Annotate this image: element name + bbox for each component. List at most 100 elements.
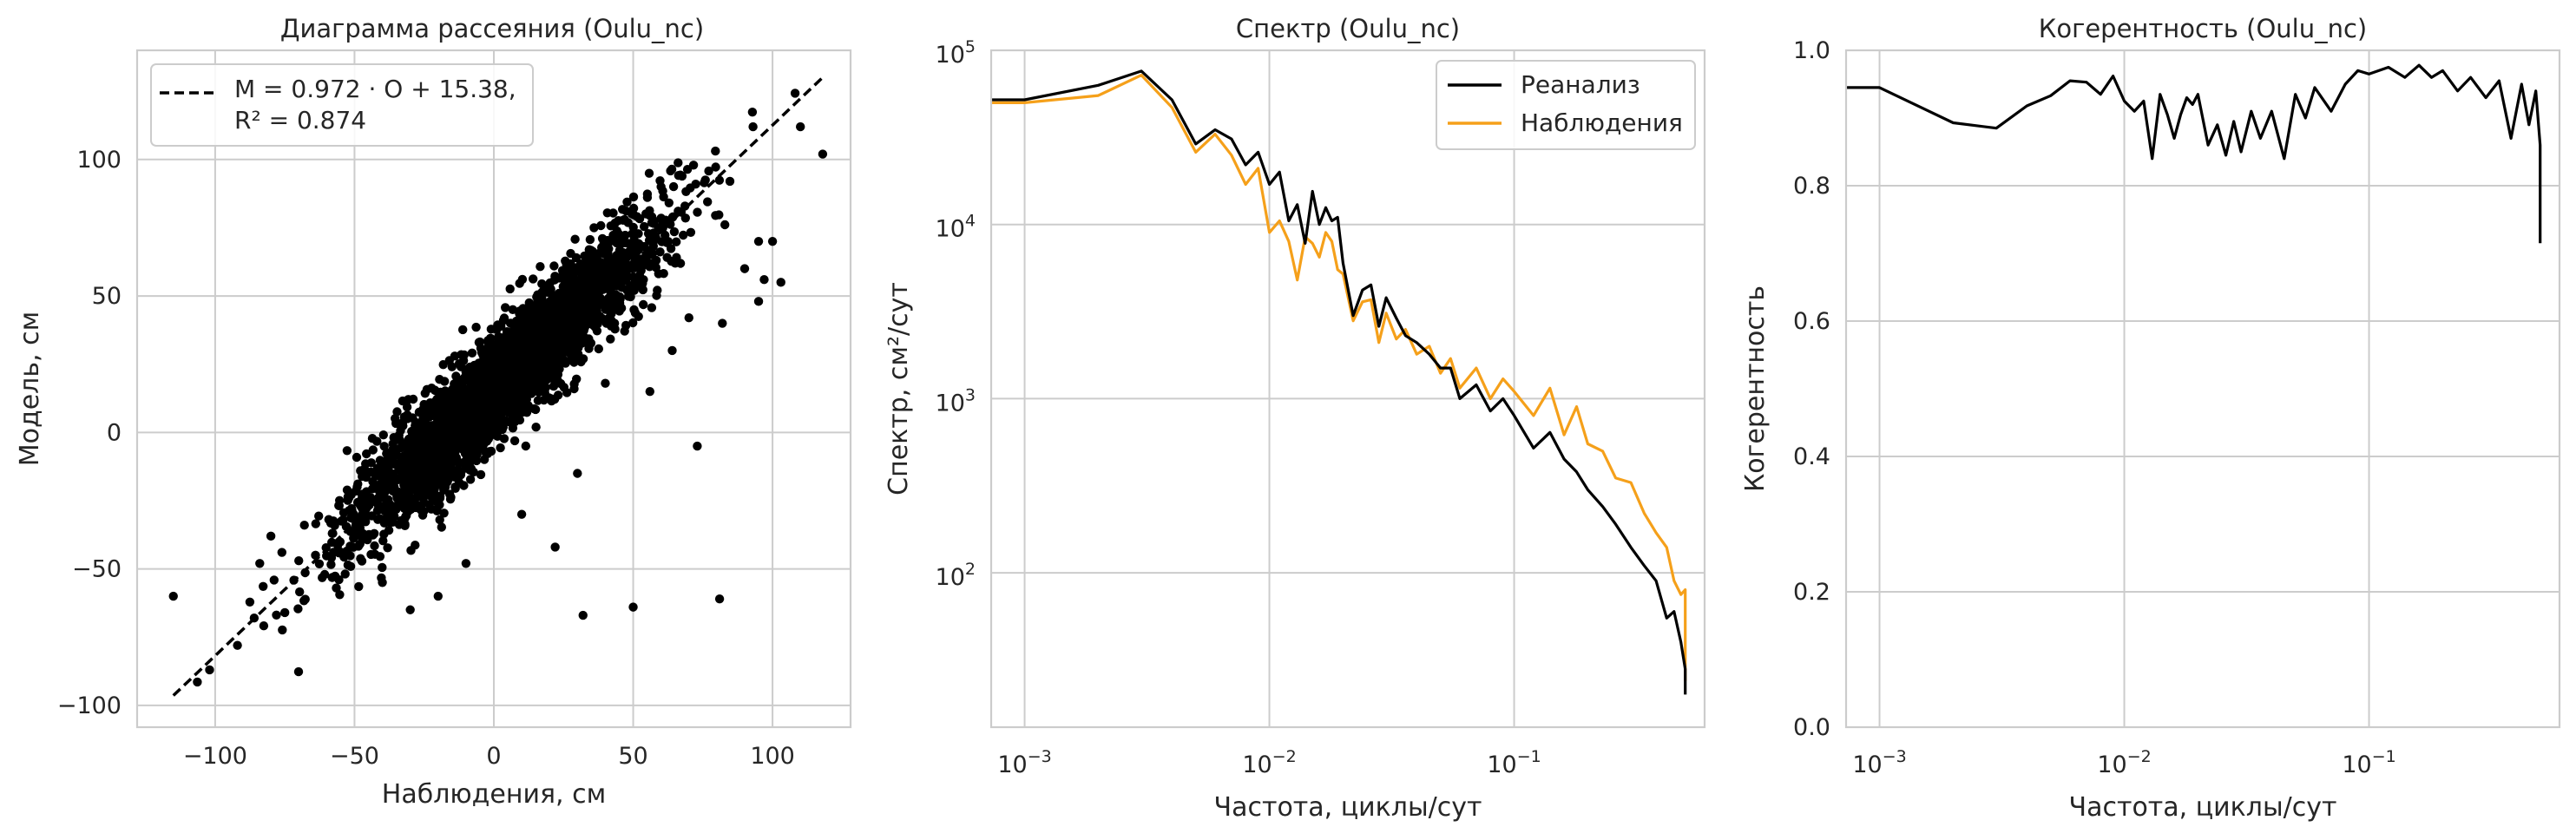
scatter-point — [630, 308, 641, 318]
scatter-point — [578, 610, 588, 620]
scatter-point — [516, 509, 527, 519]
scatter-point — [536, 327, 546, 337]
scatter-point — [465, 387, 475, 397]
scatter-point — [515, 384, 525, 394]
scatter-point — [295, 587, 305, 597]
scatter-point — [714, 175, 725, 185]
scatter-point — [541, 287, 550, 297]
scatter-point — [666, 244, 676, 253]
scatter-point — [596, 220, 606, 231]
legend-observations: Наблюдения — [1521, 108, 1683, 137]
scatter-point — [406, 546, 416, 555]
scatter-point — [550, 542, 560, 552]
scatter-point — [628, 192, 639, 202]
scatter-x-ticks: −100 −50 0 50 100 — [183, 743, 795, 770]
scatter-point — [255, 559, 265, 568]
scatter-point — [546, 364, 555, 374]
scatter-point — [630, 228, 640, 238]
scatter-point — [714, 594, 725, 604]
scatter-y-tick-label: 0 — [107, 419, 122, 446]
scatter-y-tick-label: 50 — [92, 283, 122, 310]
scatter-point — [638, 285, 647, 295]
scatter-point — [604, 238, 614, 247]
scatter-point — [588, 246, 597, 256]
scatter-point — [403, 414, 412, 423]
coherence-x-tick-label: 10−2 — [2097, 747, 2151, 778]
scatter-point — [400, 464, 411, 475]
scatter-point — [405, 605, 415, 614]
scatter-point — [624, 284, 634, 294]
coherence-y-label: Когерентность — [1740, 285, 1771, 492]
legend-r-squared: R² = 0.874 — [234, 106, 366, 135]
scatter-point — [367, 434, 378, 443]
scatter-point — [352, 497, 363, 508]
scatter-point — [398, 488, 407, 497]
scatter-point — [639, 299, 648, 310]
scatter-point — [266, 531, 276, 541]
scatter-point — [524, 341, 534, 351]
scatter-point — [594, 344, 603, 354]
scatter-point — [558, 267, 568, 277]
scatter-point — [753, 297, 764, 306]
observations-line — [991, 73, 1687, 681]
scatter-point — [516, 338, 527, 347]
scatter-point — [493, 431, 503, 441]
scatter-point — [618, 247, 628, 258]
scatter-point — [499, 406, 509, 416]
scatter-point — [578, 281, 588, 291]
scatter-point — [578, 354, 588, 364]
scatter-point — [494, 357, 504, 367]
scatter-point — [433, 591, 443, 601]
scatter-point — [634, 254, 644, 264]
scatter-point — [404, 395, 413, 404]
scatter-point — [748, 121, 758, 132]
scatter-point — [499, 313, 509, 323]
scatter-point — [421, 418, 430, 428]
scatter-point — [432, 491, 442, 501]
scatter-point — [818, 149, 828, 159]
scatter-point — [355, 539, 365, 548]
scatter-point — [326, 553, 337, 562]
scatter-point — [424, 474, 434, 484]
scatter-point — [688, 161, 699, 170]
scatter-point — [326, 560, 336, 569]
scatter-point — [614, 278, 624, 287]
scatter-point — [462, 456, 471, 466]
scatter-point — [193, 677, 202, 687]
scatter-point — [447, 385, 457, 396]
scatter-point — [279, 607, 290, 618]
scatter-point — [368, 476, 378, 487]
scatter-point — [378, 578, 387, 587]
scatter-point — [409, 447, 418, 456]
scatter-point — [647, 212, 657, 221]
scatter-point — [503, 333, 513, 343]
scatter-point — [531, 423, 541, 432]
scatter-point — [645, 386, 655, 397]
scatter-point — [492, 370, 502, 379]
scatter-point — [314, 511, 324, 521]
scatter-point — [439, 509, 449, 518]
spectrum-title: Спектр (Oulu_nc) — [1236, 14, 1460, 43]
scatter-point — [426, 504, 437, 514]
scatter-point — [344, 506, 354, 515]
scatter-point — [437, 522, 446, 532]
scatter-y-tick-label: −50 — [72, 556, 122, 583]
scatter-point — [438, 472, 449, 482]
scatter-point — [675, 170, 686, 180]
scatter-point — [585, 234, 595, 245]
scatter-point — [522, 326, 532, 336]
scatter-point — [314, 559, 325, 568]
scatter-point — [400, 519, 410, 529]
scatter-point — [355, 523, 365, 533]
scatter-point — [506, 377, 516, 387]
scatter-point — [379, 442, 389, 451]
scatter-point — [580, 321, 589, 331]
scatter-point — [506, 358, 516, 368]
scatter-point — [459, 350, 469, 360]
scatter-point — [623, 292, 634, 301]
scatter-point — [416, 502, 425, 512]
scatter-point — [465, 475, 476, 484]
scatter-point — [632, 212, 642, 221]
scatter-point — [430, 397, 440, 406]
scatter-point — [447, 431, 457, 442]
